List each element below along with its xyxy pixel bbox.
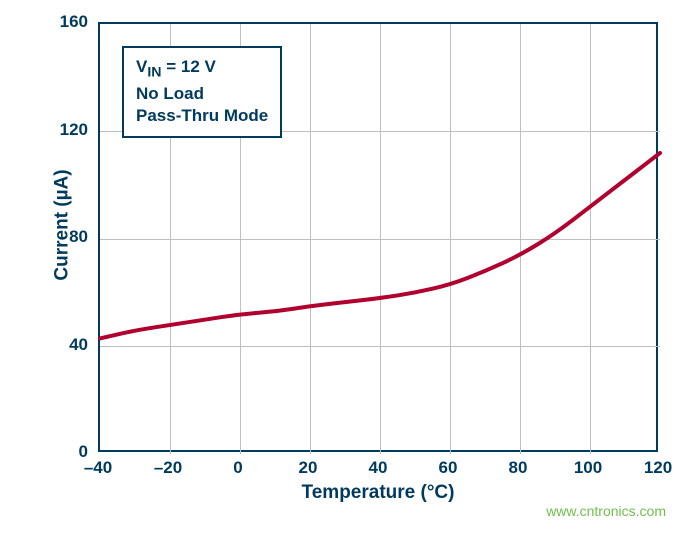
- x-tick-label: 80: [509, 458, 528, 478]
- x-tick-label: 100: [574, 458, 602, 478]
- x-tick-label: –20: [154, 458, 182, 478]
- x-tick-label: 20: [299, 458, 318, 478]
- x-axis-label: Temperature (°C): [302, 482, 455, 504]
- x-tick-label: –40: [84, 458, 112, 478]
- annotation-line: Pass-Thru Mode: [136, 105, 268, 128]
- chart-container: Current (µA) Temperature (°C) VIN = 12 V…: [0, 0, 696, 533]
- annotation-line: VIN = 12 V: [136, 56, 268, 83]
- x-tick-label: 0: [233, 458, 242, 478]
- x-tick-label: 60: [439, 458, 458, 478]
- series-line: [100, 153, 660, 338]
- y-tick-label: 80: [69, 227, 88, 247]
- chart-annotation: VIN = 12 VNo LoadPass-Thru Mode: [122, 46, 282, 138]
- y-tick-label: 0: [79, 442, 88, 462]
- y-tick-label: 40: [69, 335, 88, 355]
- annotation-line: No Load: [136, 83, 268, 106]
- watermark: www.cntronics.com: [546, 503, 666, 519]
- y-tick-label: 160: [60, 12, 88, 32]
- x-tick-label: 40: [369, 458, 388, 478]
- y-axis-label: Current (µA): [51, 169, 73, 280]
- y-tick-label: 120: [60, 120, 88, 140]
- x-tick-label: 120: [644, 458, 672, 478]
